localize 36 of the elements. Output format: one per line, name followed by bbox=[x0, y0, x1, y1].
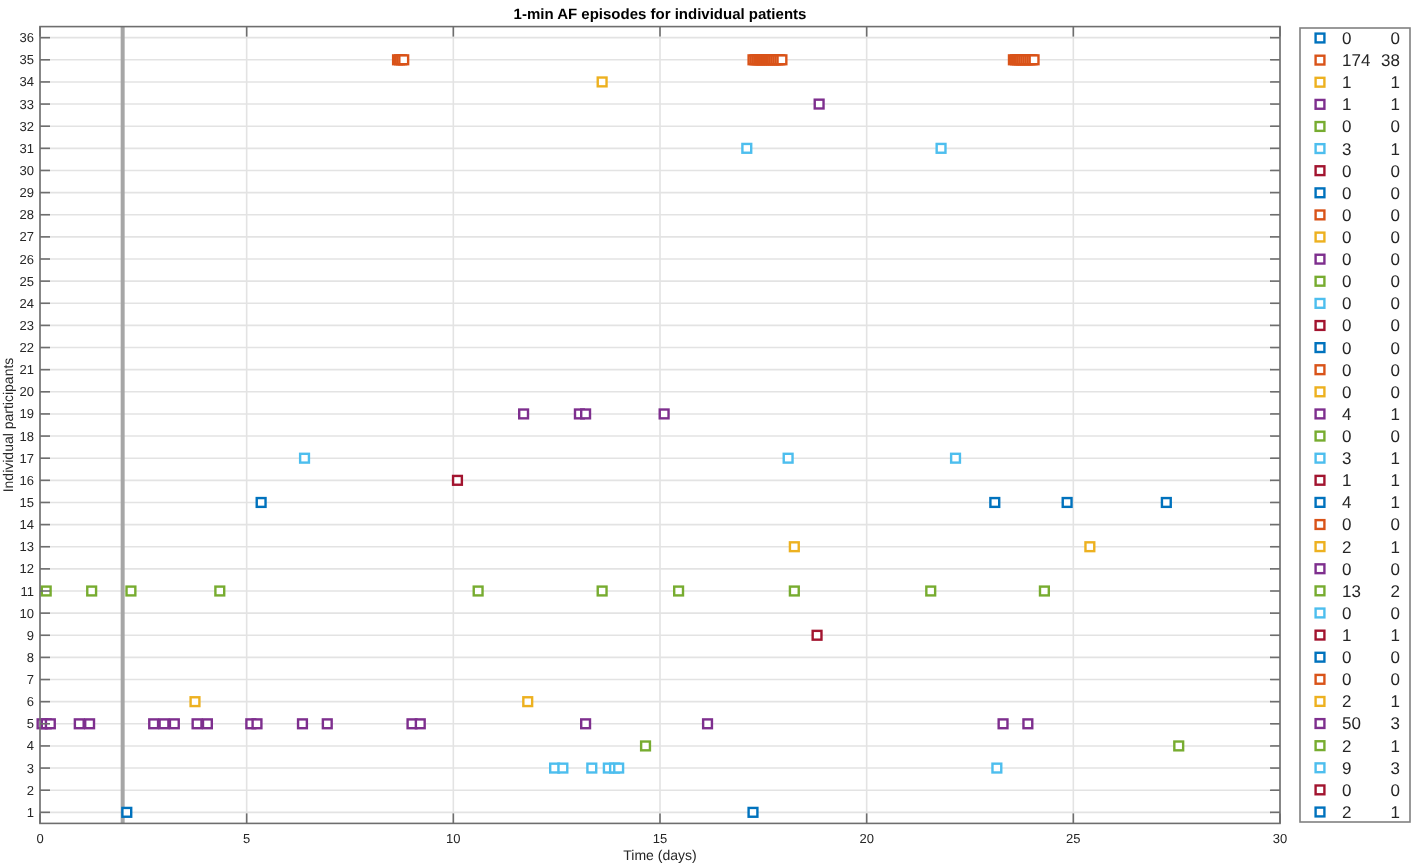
text: 2 1 bbox=[1342, 691, 1400, 712]
text: 50 3 bbox=[1342, 713, 1400, 734]
text: 0 0 bbox=[1342, 669, 1400, 690]
text: 4 1 bbox=[1342, 403, 1400, 424]
text: 0 0 bbox=[1342, 27, 1400, 48]
text: 0 0 bbox=[1342, 602, 1400, 623]
text: 0 0 bbox=[1342, 293, 1400, 314]
text: 0 0 bbox=[1342, 426, 1400, 447]
text: 0 0 bbox=[1342, 337, 1400, 358]
text: 0 0 bbox=[1342, 160, 1400, 181]
text: 1 1 bbox=[1342, 72, 1400, 93]
text: 2 1 bbox=[1342, 735, 1400, 756]
text: 0 0 bbox=[1342, 226, 1400, 247]
text: 0 0 bbox=[1342, 647, 1400, 668]
text: 0 0 bbox=[1342, 249, 1400, 270]
text: 0 0 bbox=[1342, 182, 1400, 203]
text: 4 1 bbox=[1342, 492, 1400, 513]
text: 2 1 bbox=[1342, 801, 1400, 822]
text: 0 0 bbox=[1342, 271, 1400, 292]
legend-label: 174 38 bbox=[1342, 50, 1401, 71]
text: 1 1 bbox=[1342, 625, 1400, 646]
text: 0 0 bbox=[1342, 558, 1400, 579]
text: 0 0 bbox=[1342, 204, 1400, 225]
text: 3 1 bbox=[1342, 448, 1400, 469]
text: 0 0 bbox=[1342, 359, 1400, 380]
text: 0 0 bbox=[1342, 779, 1400, 800]
text: 1 1 bbox=[1342, 470, 1400, 491]
text: 0 0 bbox=[1342, 381, 1400, 402]
text: 3 1 bbox=[1342, 138, 1400, 159]
text: 0 0 bbox=[1342, 514, 1400, 535]
text: 13 2 bbox=[1342, 580, 1400, 601]
text: 9 3 bbox=[1342, 757, 1400, 778]
text: 0 0 bbox=[1342, 315, 1400, 336]
text: 0 0 bbox=[1342, 116, 1400, 137]
text: 1 1 bbox=[1342, 94, 1400, 115]
text: 2 1 bbox=[1342, 536, 1400, 557]
